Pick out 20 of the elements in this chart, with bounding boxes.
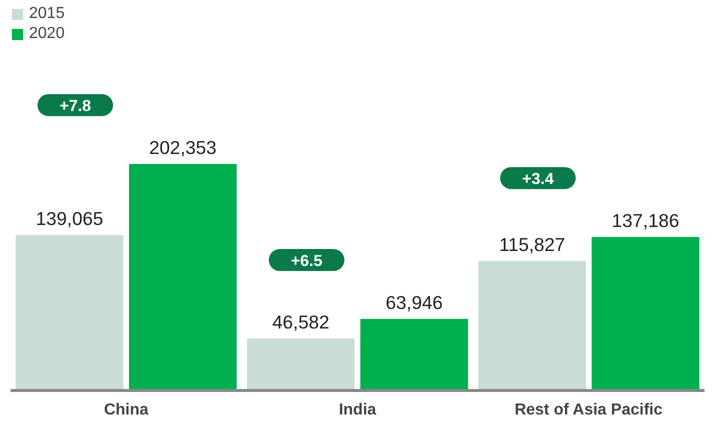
x-tick-label: Rest of Asia Pacific <box>514 402 663 418</box>
annotation: +3.4 <box>522 171 554 188</box>
legend-label: 2015 <box>29 5 65 23</box>
annotation: +6.5 <box>290 253 322 270</box>
bar <box>246 338 355 390</box>
data-label: 63,946 <box>386 292 443 313</box>
legend-label: 2020 <box>29 25 65 43</box>
data-label: 46,582 <box>272 311 330 332</box>
x-tick-label: India <box>338 402 376 418</box>
data-label: 115,827 <box>499 234 566 255</box>
x-tick-label: China <box>104 402 148 418</box>
text: +7.8 <box>59 98 92 116</box>
bar <box>360 318 468 390</box>
data-label: 139,065 <box>36 208 104 229</box>
bar <box>16 234 124 390</box>
data-label: 202,353 <box>149 137 217 158</box>
bar <box>129 164 237 390</box>
data-label: 137,186 <box>612 210 680 231</box>
bar <box>478 260 586 390</box>
bar <box>592 236 700 390</box>
